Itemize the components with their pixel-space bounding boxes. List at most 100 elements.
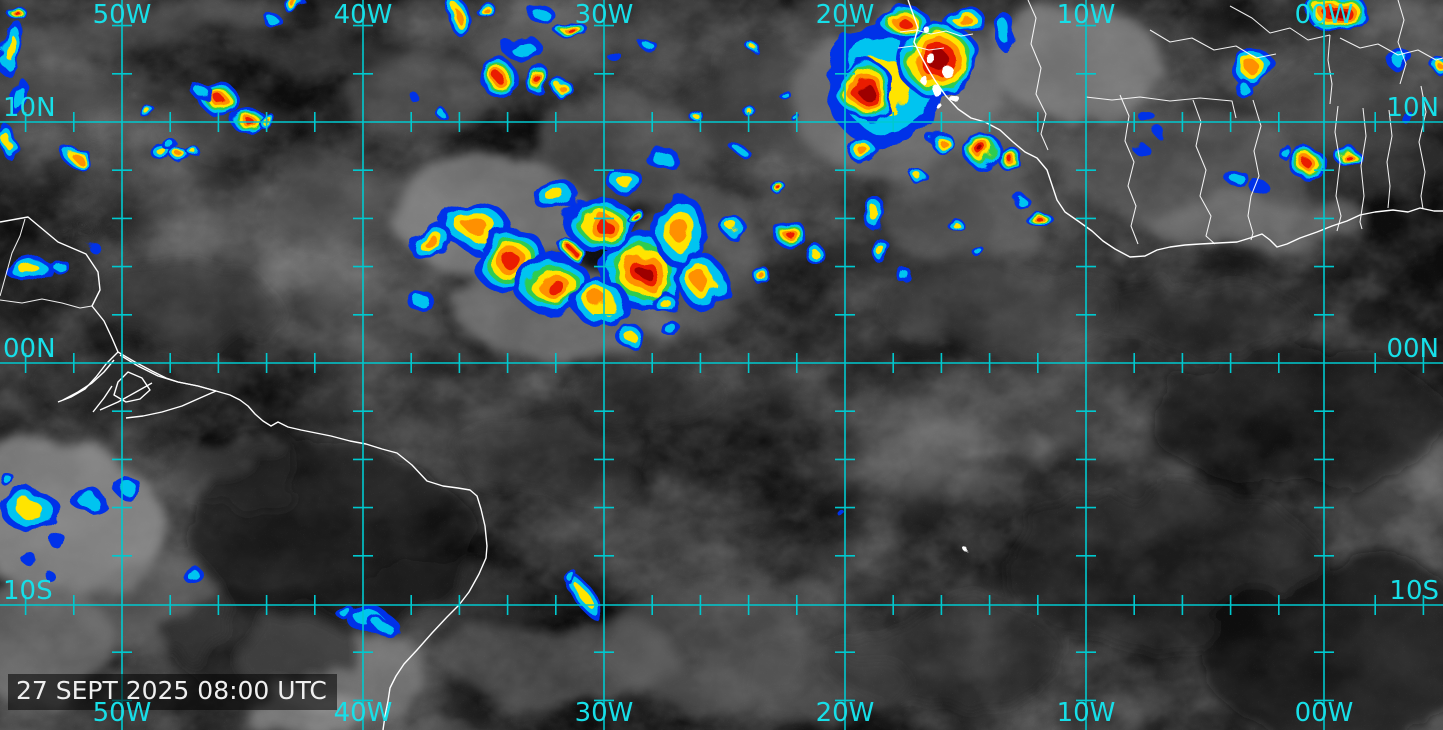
convection-cell <box>1154 128 1166 138</box>
convection-cell <box>8 255 52 285</box>
convection-cell <box>410 94 420 102</box>
convection-cell <box>116 480 144 500</box>
convection-cell <box>139 106 157 118</box>
convection-cell <box>774 219 806 249</box>
convection-cell <box>565 197 637 251</box>
convection-cell <box>865 197 887 233</box>
convection-cell <box>562 241 582 259</box>
convection-cell <box>406 290 434 310</box>
convection-cell <box>970 243 982 255</box>
convection-cell <box>678 254 726 310</box>
convection-cell <box>566 569 578 587</box>
convection-cell <box>603 47 617 57</box>
convection-cell <box>640 39 656 51</box>
coastline <box>907 0 986 123</box>
country-border <box>0 298 93 309</box>
convection-cell <box>847 137 877 163</box>
convection-cell <box>832 61 896 117</box>
country-border <box>1027 0 1049 151</box>
coastline <box>92 385 113 413</box>
convection-cell <box>43 569 53 579</box>
convection-cell <box>70 489 106 511</box>
coastline <box>984 121 1443 258</box>
convection-cell <box>1431 55 1443 73</box>
convection-cell <box>373 620 397 636</box>
convection-cell <box>685 106 699 118</box>
convection-cell <box>1305 0 1369 32</box>
country-border <box>1247 99 1262 241</box>
convection-cell <box>335 605 355 619</box>
convection-cell <box>1278 144 1292 160</box>
convection-cell <box>0 17 21 73</box>
convection-cell <box>947 217 963 231</box>
convection-cell <box>1249 178 1267 194</box>
convection-cell <box>733 145 747 155</box>
overshooting-top <box>952 96 960 104</box>
convection-cell <box>1230 77 1250 93</box>
convection-cell <box>0 489 62 531</box>
convection-cell <box>1226 169 1248 187</box>
convection-cell <box>998 148 1024 172</box>
convection-cell <box>723 219 749 241</box>
convection-cell <box>281 0 309 11</box>
convection-cell <box>993 14 1017 50</box>
convection-cell <box>195 87 215 103</box>
convection-cell <box>230 107 266 133</box>
convection-cell <box>615 325 645 347</box>
overshooting-top <box>942 66 954 78</box>
convection-cell <box>555 83 577 101</box>
convection-cell <box>500 33 540 59</box>
convection-cell <box>911 171 929 185</box>
convection-cell <box>747 42 759 52</box>
convection-cell <box>655 194 707 270</box>
convection-cell <box>875 7 931 37</box>
country-border <box>1327 34 1333 105</box>
overshooting-top <box>918 74 926 82</box>
convection-cell <box>184 569 206 585</box>
convection-cell <box>755 267 771 287</box>
convection-cell <box>770 181 786 193</box>
convection-cell <box>61 145 89 165</box>
convection-cell <box>649 289 675 311</box>
convection-cell <box>941 6 985 30</box>
coastline <box>113 371 151 403</box>
convection-cell <box>928 130 952 150</box>
convection-cell <box>524 64 552 96</box>
country-border <box>1085 96 1237 119</box>
convection-cell <box>170 148 190 162</box>
convection-cell <box>1387 48 1413 72</box>
country-border <box>1149 29 1277 59</box>
convection-cell <box>896 265 910 283</box>
country-border <box>1229 5 1331 41</box>
convection-cell <box>439 112 451 122</box>
country-border <box>1386 109 1393 209</box>
convection-cell <box>7 75 25 115</box>
convection-cell <box>45 254 65 270</box>
country-border <box>1192 99 1216 245</box>
convection-cell <box>0 474 16 486</box>
coastline <box>125 390 217 419</box>
convection-layer <box>0 0 1443 637</box>
convection-cell <box>1401 112 1415 124</box>
coastline <box>99 382 153 411</box>
convection-cell <box>963 133 1003 169</box>
convection-cell <box>444 0 470 37</box>
convection-cell <box>1142 114 1158 126</box>
convection-cell <box>1289 148 1327 180</box>
country-border <box>899 29 974 37</box>
coastline <box>119 354 217 392</box>
convection-cell <box>1132 142 1148 154</box>
convection-cell <box>532 180 580 212</box>
country-border <box>1418 85 1427 210</box>
convection-cell <box>0 124 14 156</box>
convection-cell <box>662 322 682 338</box>
convection-cell <box>405 224 457 260</box>
convection-cell <box>644 144 676 168</box>
convection-cell <box>479 56 515 96</box>
convection-cell <box>185 145 199 155</box>
convection-cell <box>1229 51 1277 85</box>
convection-cell <box>552 21 590 39</box>
country-border <box>1397 0 1407 85</box>
country-border <box>1119 94 1139 245</box>
